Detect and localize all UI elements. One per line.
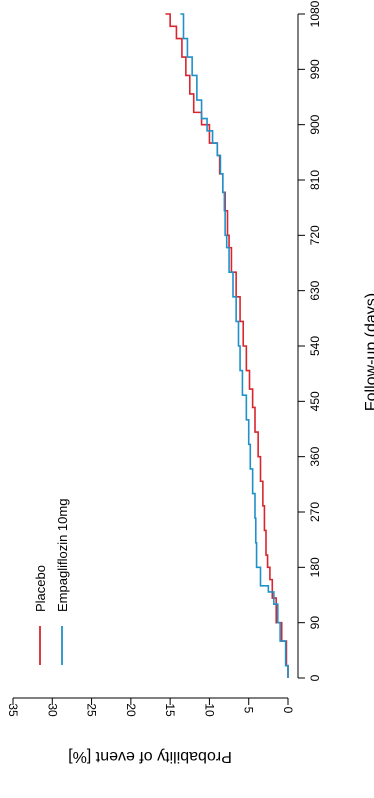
y-axis: 0 5 10 15 20 25 30 35 [6, 697, 295, 717]
x-tick-label: 540 [308, 336, 322, 356]
legend: Placebo Empagliflozin 10mg [33, 499, 70, 665]
x-tick-label: 900 [308, 114, 322, 134]
y-tick-label: 25 [85, 703, 99, 717]
y-tick-label: 20 [124, 703, 138, 717]
x-tick-label: 0 [308, 674, 322, 681]
x-tick-label: 720 [308, 225, 322, 245]
legend-label-0: Placebo [33, 565, 48, 612]
y-tick-label: 30 [45, 703, 59, 717]
series-line-0 [165, 13, 289, 678]
y-tick-label: 15 [163, 703, 177, 717]
x-tick-label: 90 [308, 616, 322, 630]
y-tick-label: 0 [281, 707, 295, 714]
legend-label-1: Empagliflozin 10mg [55, 499, 70, 612]
x-tick-label: 180 [308, 557, 322, 577]
y-axis-title: Probability of event [%] [68, 748, 232, 765]
series-line-1 [180, 13, 289, 678]
series-layer [165, 13, 289, 678]
x-axis: 0 90 180 270 360 450 540 630 720 810 900 990 1080 [297, 0, 322, 681]
x-tick-label: 1080 [308, 0, 322, 27]
x-tick-label: 450 [308, 391, 322, 411]
x-tick-label: 810 [308, 170, 322, 190]
x-tick-label: 990 [308, 59, 322, 79]
x-tick-label: 360 [308, 446, 322, 466]
x-axis-title: Follow-up (days) [363, 293, 374, 411]
x-tick-label: 270 [308, 502, 322, 522]
y-tick-label: 10 [202, 703, 216, 717]
y-tick-label: 5 [242, 707, 256, 714]
y-tick-label: 35 [6, 703, 20, 717]
x-tick-label: 630 [308, 280, 322, 300]
